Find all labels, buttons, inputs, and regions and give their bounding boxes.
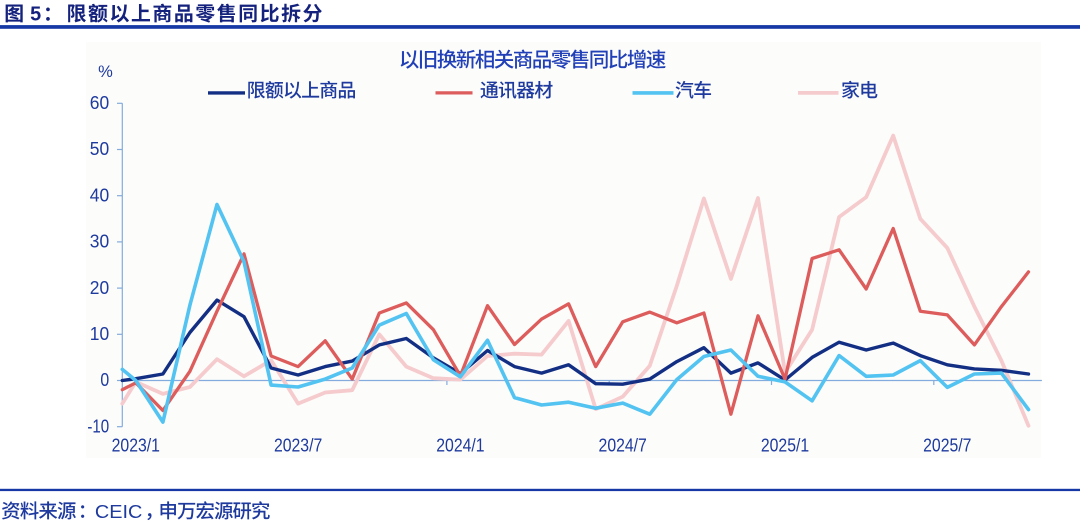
svg-text:-10: -10 <box>87 416 109 436</box>
svg-text:CEIC: CEIC <box>95 501 142 522</box>
svg-text:60: 60 <box>90 93 109 113</box>
svg-text:2024/1: 2024/1 <box>436 436 484 456</box>
svg-text:%: % <box>98 63 113 81</box>
svg-text:2024/7: 2024/7 <box>599 436 647 456</box>
svg-text:30: 30 <box>90 232 109 252</box>
svg-text:2023/7: 2023/7 <box>274 436 322 456</box>
svg-text:5: 5 <box>30 4 41 26</box>
svg-text:2023/1: 2023/1 <box>112 436 160 456</box>
svg-text:50: 50 <box>90 139 109 159</box>
svg-text:20: 20 <box>90 278 109 298</box>
svg-text:10: 10 <box>90 324 109 344</box>
svg-text:2025/1: 2025/1 <box>761 436 809 456</box>
svg-text:2025/7: 2025/7 <box>923 436 971 456</box>
svg-text:0: 0 <box>100 370 109 390</box>
svg-text:40: 40 <box>90 185 109 205</box>
